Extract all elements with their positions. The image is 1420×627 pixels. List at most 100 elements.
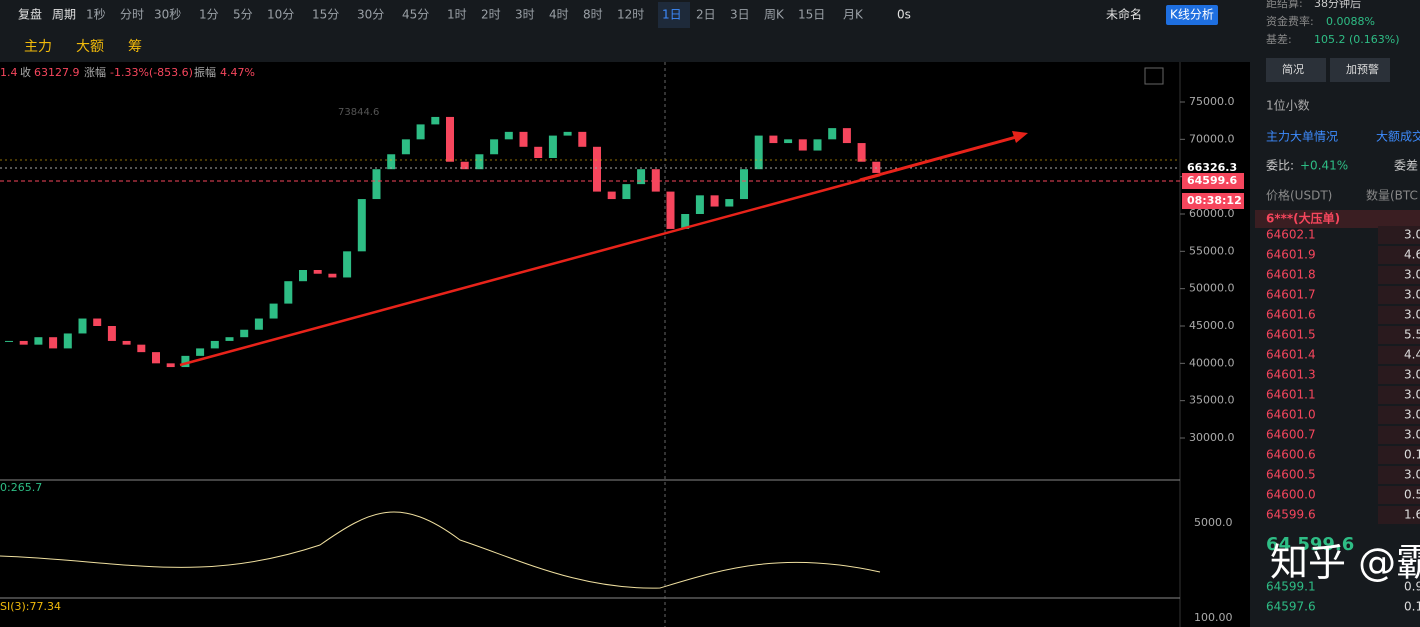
candle (107, 326, 116, 341)
toolbar2-item: 大额 (76, 39, 104, 55)
candle (372, 169, 381, 200)
depth-bar (1378, 226, 1420, 244)
candle (19, 340, 28, 345)
bid-price: 64597.6 (1266, 600, 1316, 614)
y-tick-label: 30000.0 (1189, 431, 1235, 444)
kline-button (1166, 5, 1218, 25)
toolbar-item: 15分 (312, 8, 339, 22)
ask-price: 64601.5 (1266, 328, 1316, 342)
price-tag-label: 66326.3 (1187, 161, 1237, 174)
ask-qty: 3.0 (1404, 428, 1420, 442)
candle (622, 184, 631, 200)
toolbar-item: 1秒 (86, 8, 106, 22)
candle (63, 333, 72, 349)
ask-qty: 4.4 (1404, 348, 1420, 362)
info-close_label: 收 (20, 65, 31, 79)
panel-key: 资金费率: (1266, 14, 1314, 28)
candle (78, 318, 87, 334)
depth-bar (1378, 306, 1420, 324)
candle (519, 131, 528, 147)
kline-button-label[interactable]: K线分析 (1170, 8, 1214, 22)
toolbar-item: 周期 (52, 8, 76, 22)
toolbar-item: 3日 (730, 8, 750, 22)
ask-qty: 5.5 (1404, 328, 1420, 342)
toolbar-item: 8时 (583, 8, 603, 22)
panel-val: 0.0088% (1326, 15, 1375, 28)
high-label: 73844.6 (338, 107, 379, 118)
ask-qty: 0.5 (1404, 488, 1420, 502)
price-tag (1182, 193, 1244, 209)
candle (137, 344, 146, 353)
info-change: -1.33%(-853.6) (110, 66, 193, 79)
info-amp: 4.47% (220, 66, 255, 79)
ask-price: 64601.9 (1266, 248, 1316, 262)
y-tick-label: 75000.0 (1189, 95, 1235, 108)
candle (225, 337, 234, 341)
arrow-head (1012, 131, 1028, 143)
toolbar-item: 5分 (233, 8, 253, 22)
candle (240, 329, 249, 338)
toolbar2-item: 主力 (24, 39, 52, 55)
decimals: 1位小数 (1266, 98, 1310, 113)
panel-val: 105.2 (0.163%) (1314, 33, 1400, 46)
macd-line (0, 511, 881, 589)
panel-button-label: 简况 (1282, 62, 1304, 76)
candle (166, 363, 175, 368)
panel-key: 基差: (1266, 32, 1292, 46)
candle (828, 128, 837, 140)
candle (122, 340, 131, 345)
candle (460, 161, 469, 170)
candle (563, 131, 572, 136)
candle (431, 116, 440, 125)
toolbar2-item: 筹 (128, 38, 142, 55)
candle (504, 131, 513, 140)
y-tick-label: 45000.0 (1189, 319, 1235, 332)
toolbar-bg (0, 0, 1250, 30)
candle (548, 135, 557, 158)
info-amp_label: 振幅 (194, 65, 216, 79)
watermark: 知乎 @霸主 (1270, 541, 1420, 585)
candle (740, 169, 748, 200)
expand-icon[interactable] (1144, 67, 1164, 85)
price-tag (1182, 160, 1244, 176)
toolbar-item: 30秒 (154, 8, 181, 22)
panel-tab: 大额成交 (1376, 129, 1420, 144)
y-tick-label: 55000.0 (1189, 244, 1235, 257)
toolbar-item: 分时 (120, 8, 144, 22)
ask-price: 64601.4 (1266, 348, 1316, 362)
candle (651, 169, 660, 192)
candle (357, 199, 366, 252)
y-tick-label: 70000.0 (1189, 132, 1235, 145)
ask-qty: 0.1 (1404, 448, 1420, 462)
ask-price: 64600.6 (1266, 448, 1316, 462)
ask-price: 64600.5 (1266, 468, 1316, 482)
y-tick-label: 40000.0 (1189, 356, 1235, 369)
candle (299, 270, 307, 282)
y-tick-label: 50000.0 (1189, 282, 1235, 295)
toolbar-item: 1时 (447, 8, 467, 22)
panel-button[interactable] (1266, 58, 1326, 82)
book-header: 价格(USDT) (1266, 188, 1332, 203)
active-tab (658, 2, 690, 28)
candle (284, 281, 293, 304)
depth-bar (1378, 466, 1420, 484)
depth-bar (1378, 426, 1420, 444)
candle (401, 139, 410, 155)
toolbar-item: 10分 (267, 8, 294, 22)
candle (695, 195, 704, 214)
info-change_label: 涨幅 (84, 66, 106, 79)
toolbar2-bg (0, 30, 1250, 62)
panel-button[interactable] (1330, 58, 1390, 82)
candle (446, 116, 454, 162)
toolbar-item: 45分 (402, 8, 429, 22)
ask-qty: 3.0 (1404, 408, 1420, 422)
ask-price: 64602.1 (1266, 228, 1316, 242)
depth-bar (1378, 286, 1420, 304)
ask-qty: 3.0 (1404, 228, 1420, 242)
depth-bar (1378, 406, 1420, 424)
toolbar-item: 1日 (662, 8, 682, 22)
toolbar-item: 复盘 (18, 7, 42, 22)
ask-qty: 3.0 (1404, 268, 1420, 282)
candle (813, 139, 822, 151)
